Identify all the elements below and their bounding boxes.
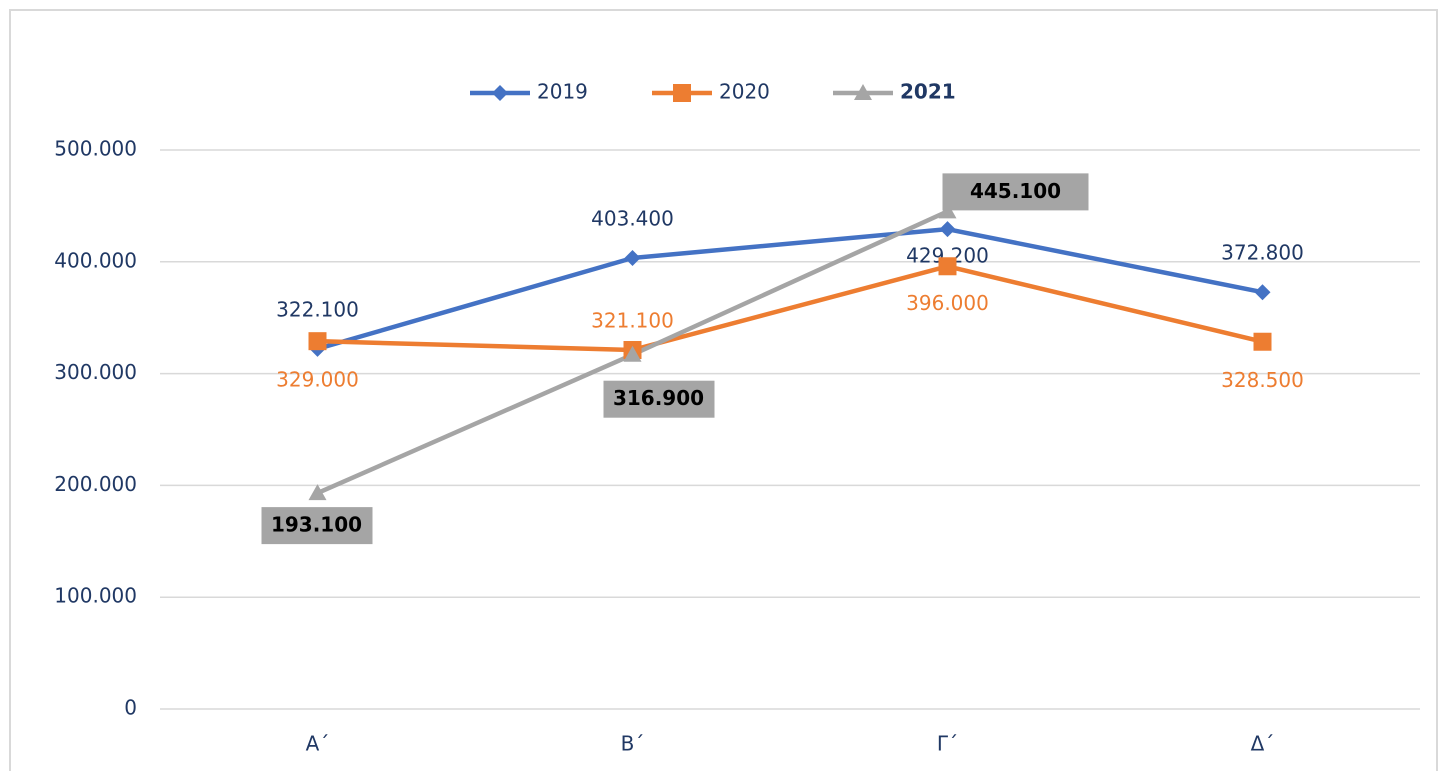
x-tick-label: Β΄ [621, 732, 645, 756]
data-label: 403.400 [591, 206, 674, 230]
y-tick-label: 300.000 [54, 360, 137, 384]
series-line [316, 226, 1263, 352]
y-tick-label: 500.000 [54, 137, 137, 161]
marker [1253, 332, 1272, 351]
data-label: 322.100 [276, 297, 359, 321]
marker [1254, 284, 1271, 301]
marker [939, 221, 956, 238]
data-label-box [603, 380, 715, 418]
y-tick-label: 100.000 [54, 584, 137, 608]
data-label: 328.500 [1221, 368, 1304, 392]
x-tick-label: Γ΄ [937, 732, 958, 756]
data-label: 321.100 [591, 309, 674, 333]
marker [624, 249, 641, 266]
data-label: 445.100 [970, 179, 1061, 203]
data-label-box [261, 507, 373, 545]
legend-label: 2021 [900, 80, 956, 104]
chart-frame [9, 9, 1438, 771]
marker [308, 484, 327, 501]
legend-marker [673, 84, 691, 102]
data-label-box [942, 173, 1089, 211]
x-tick-label: Α΄ [306, 732, 330, 756]
data-label: 372.800 [1221, 241, 1304, 265]
marker [623, 345, 642, 362]
data-label: 193.100 [271, 513, 362, 537]
data-label: 316.900 [613, 386, 704, 410]
legend-marker [854, 84, 872, 100]
legend-marker [492, 85, 508, 101]
data-label: 329.000 [276, 368, 359, 392]
data-label: 396.000 [906, 291, 989, 315]
legend-label: 2020 [719, 80, 770, 104]
y-tick-label: 400.000 [54, 248, 137, 272]
y-tick-label: 0 [124, 696, 137, 720]
x-tick-label: Δ΄ [1251, 732, 1275, 756]
marker [308, 332, 327, 351]
legend-label: 2019 [537, 80, 588, 104]
marker [938, 257, 957, 276]
y-tick-label: 200.000 [54, 472, 137, 496]
series-line [317, 264, 1264, 353]
